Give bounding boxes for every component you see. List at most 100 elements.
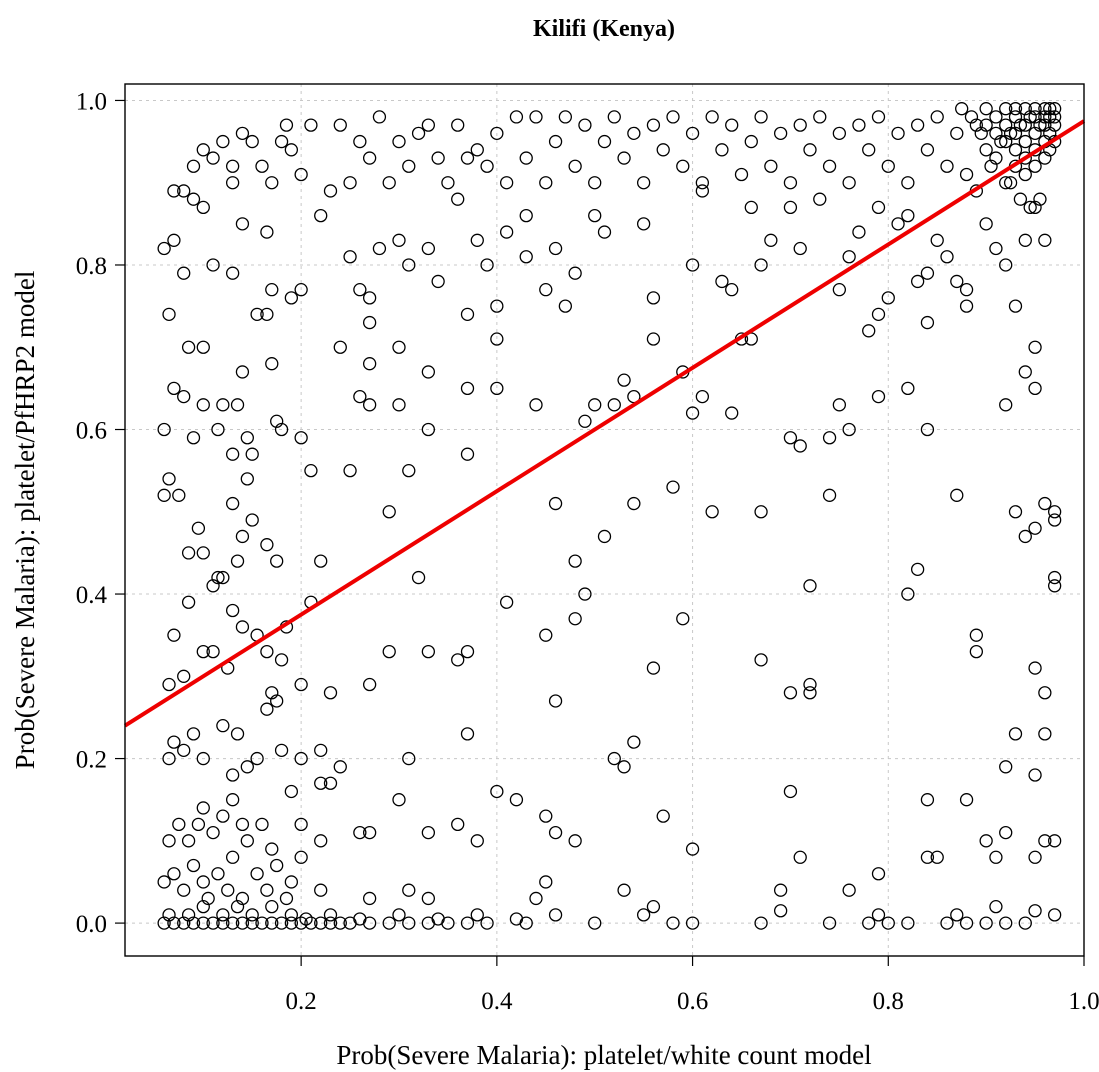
data-point [783, 686, 798, 700]
data-point [999, 398, 1013, 412]
data-point [1008, 102, 1023, 116]
data-point [617, 151, 631, 165]
data-point [578, 587, 592, 601]
data-point [470, 143, 484, 157]
data-point [353, 825, 367, 840]
data-point [1028, 159, 1042, 173]
data-point [989, 110, 1003, 124]
data-point [225, 603, 240, 618]
data-point [509, 912, 524, 926]
data-point [480, 916, 494, 930]
data-point [842, 250, 856, 264]
data-point [206, 258, 220, 272]
data-point [597, 134, 612, 149]
data-point [744, 200, 758, 215]
data-point [255, 916, 269, 930]
x-tick-label: 0.6 [677, 988, 708, 1015]
data-point [607, 751, 621, 766]
data-point [754, 653, 768, 667]
data-point [274, 134, 289, 149]
data-point [607, 110, 621, 124]
data-point [304, 916, 318, 930]
data-point [1003, 126, 1018, 141]
data-point [490, 381, 504, 396]
data-point [167, 233, 181, 247]
data-point [793, 439, 807, 453]
data-point [832, 283, 847, 297]
data-point [255, 817, 269, 832]
data-point [1023, 200, 1037, 215]
data-point [832, 126, 847, 141]
data-point [333, 760, 347, 774]
data-point [955, 102, 969, 116]
data-point [451, 192, 465, 206]
data-point [539, 875, 553, 889]
data-point [813, 110, 827, 124]
data-point [754, 258, 768, 272]
data-point [196, 644, 210, 659]
data-point [451, 118, 465, 132]
data-point [1018, 134, 1032, 149]
data-point [181, 834, 196, 848]
data-point [499, 176, 514, 190]
data-point [754, 110, 768, 124]
data-point [206, 644, 220, 659]
data-point [920, 422, 935, 437]
data-point [881, 291, 895, 305]
data-point [191, 817, 206, 832]
data-point [822, 431, 837, 445]
data-point [255, 159, 269, 173]
data-point [1018, 151, 1032, 165]
data-point [362, 151, 377, 165]
data-point [167, 735, 181, 749]
data-point [959, 167, 974, 182]
data-point [1047, 513, 1062, 527]
data-point [568, 159, 582, 173]
data-point [773, 883, 788, 897]
data-point [695, 184, 710, 198]
data-point [588, 398, 602, 412]
data-point [969, 628, 984, 642]
data-point [920, 850, 935, 864]
data-point [705, 110, 719, 124]
data-point [382, 176, 396, 190]
data-point [157, 241, 171, 256]
data-point [959, 299, 974, 313]
data-point [402, 883, 416, 897]
data-point [764, 233, 778, 247]
data-point [382, 916, 396, 930]
data-point [910, 274, 925, 289]
data-point [842, 422, 856, 437]
data-point [509, 110, 524, 124]
data-point [353, 912, 367, 926]
data-point [539, 628, 553, 642]
data-point [548, 825, 563, 840]
data-point [1038, 834, 1052, 848]
data-point [265, 899, 279, 914]
data-point [964, 110, 979, 124]
data-point [480, 258, 494, 272]
data-point [362, 825, 377, 840]
data-point [725, 283, 739, 297]
data-point [235, 916, 250, 930]
data-point [862, 324, 876, 338]
data-point [871, 307, 886, 321]
data-point [181, 546, 196, 560]
data-point [568, 266, 582, 280]
data-point [881, 159, 895, 173]
data-point [304, 118, 318, 132]
data-point [822, 159, 837, 173]
data-point [235, 891, 250, 906]
data-point [1018, 916, 1032, 930]
data-point [539, 176, 553, 190]
data-point [186, 192, 201, 206]
data-point [206, 151, 220, 165]
data-point [783, 431, 798, 445]
data-point [871, 867, 886, 881]
plot-frame [124, 83, 1085, 957]
data-point [245, 134, 259, 149]
data-point [558, 299, 573, 313]
data-point [196, 916, 210, 930]
data-point [372, 241, 387, 256]
